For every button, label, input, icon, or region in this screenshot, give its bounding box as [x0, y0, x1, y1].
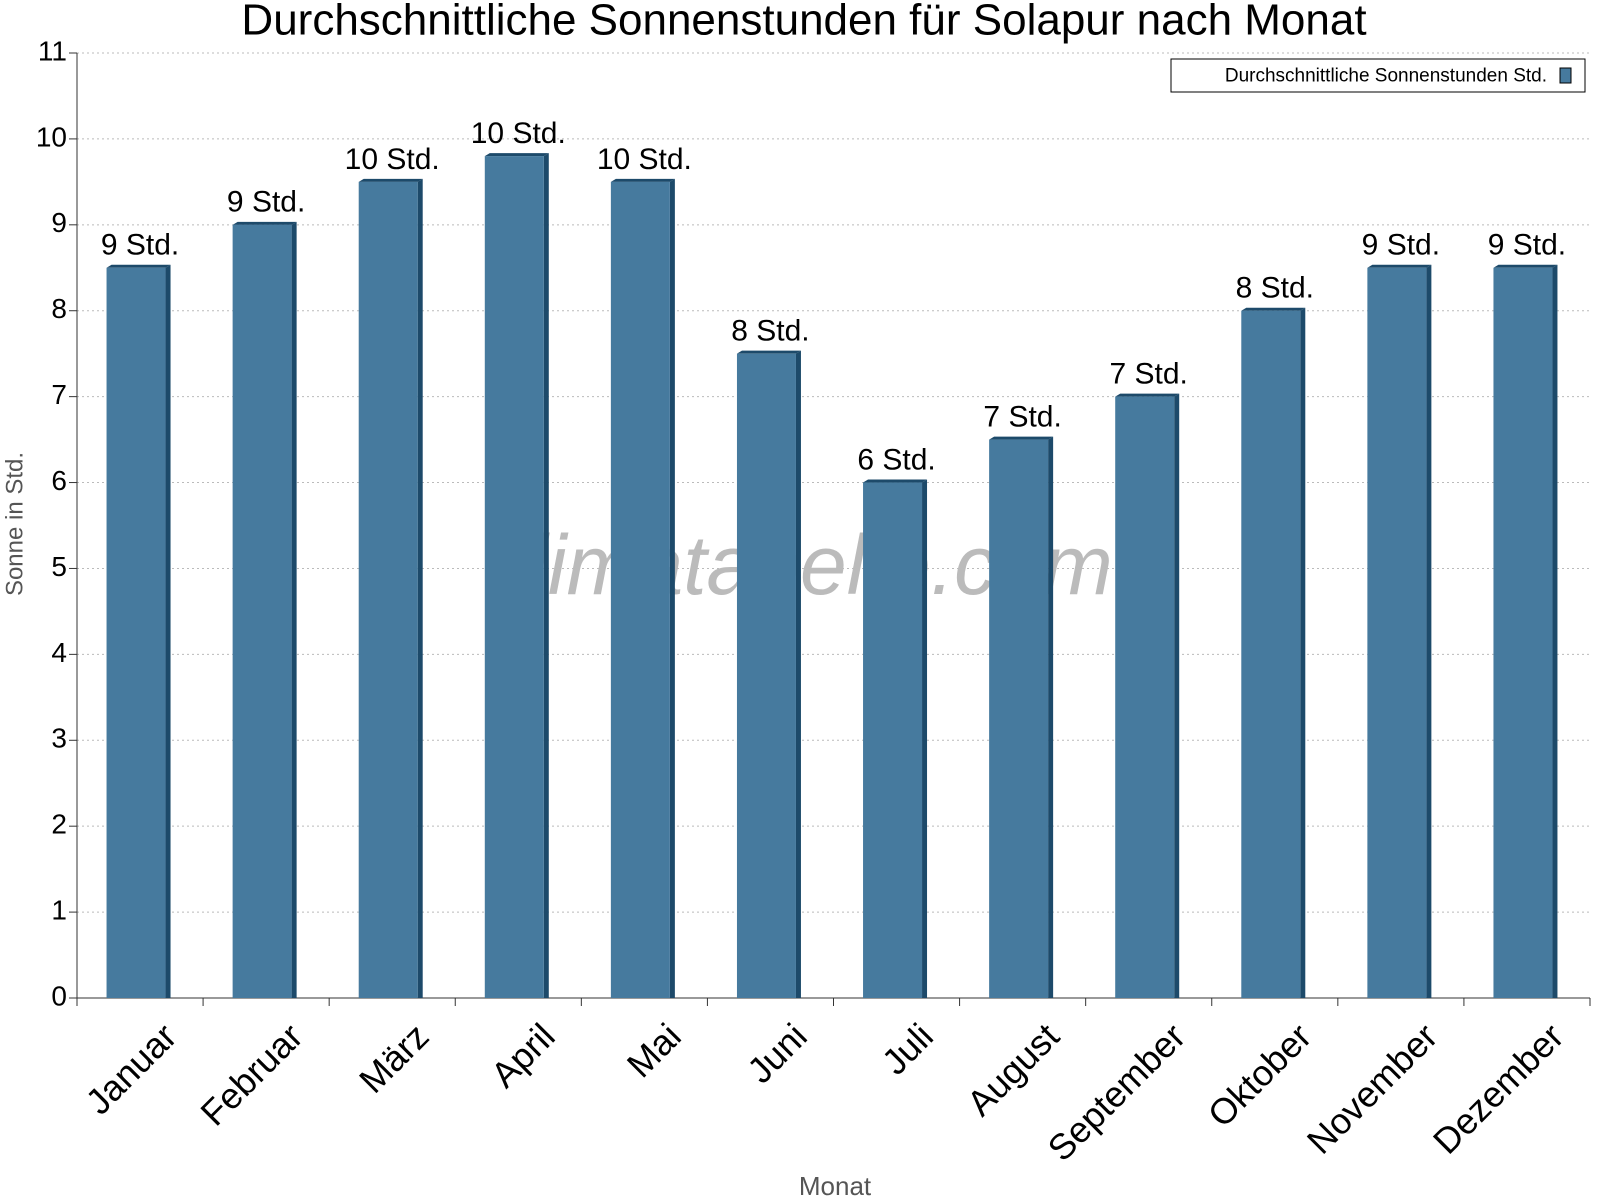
value-label: 7 Std.: [983, 401, 1061, 434]
y-tick-label: 10: [36, 121, 67, 152]
bar: [1115, 396, 1175, 998]
bar-side: [1300, 307, 1306, 998]
value-label: 9 Std.: [227, 186, 305, 219]
bar: [736, 353, 796, 998]
bar-side: [669, 178, 675, 998]
legend-box: [1170, 58, 1586, 93]
y-tick-label: 0: [51, 980, 67, 1011]
y-tick-label: 4: [51, 637, 67, 668]
x-axis-label: Monat: [799, 1171, 872, 1200]
y-tick-label: 1: [51, 894, 67, 925]
bar-top: [1493, 264, 1558, 268]
value-label: 7 Std.: [1110, 358, 1188, 391]
y-tick-label: 5: [51, 551, 67, 582]
legend-label: Durchschnittliche Sonnenstunden Std.: [1225, 66, 1547, 87]
bar: [232, 224, 292, 998]
value-label: 9 Std.: [1488, 229, 1566, 262]
chart-title: Durchschnittliche Sonnenstunden für Sola…: [241, 0, 1366, 45]
value-label: 8 Std.: [1236, 272, 1314, 305]
bar-top: [106, 264, 171, 268]
bar: [484, 156, 544, 998]
y-tick-label: 2: [51, 809, 67, 840]
bar: [106, 267, 166, 999]
bar-top: [863, 479, 928, 483]
bar-side: [543, 153, 549, 998]
y-tick-label: 3: [51, 723, 67, 754]
bar-side: [165, 264, 171, 999]
bar-side: [1552, 264, 1558, 999]
bar-top: [1241, 307, 1306, 311]
bar-side: [922, 479, 928, 999]
value-label: 9 Std.: [101, 229, 179, 262]
bar-top: [989, 436, 1054, 440]
y-tick-label: 11: [38, 35, 67, 66]
bar-side: [291, 221, 297, 998]
value-label: 6 Std.: [857, 443, 935, 476]
y-tick-label: 8: [51, 293, 67, 324]
bar-side: [1174, 393, 1180, 998]
bar: [1241, 310, 1301, 998]
bar-side: [1426, 264, 1432, 999]
bar-side: [417, 178, 423, 998]
value-label: 9 Std.: [1362, 229, 1440, 262]
y-tick-label: 7: [51, 379, 67, 410]
bar-top: [232, 221, 297, 225]
value-label: 10 Std.: [597, 143, 692, 176]
bar: [1493, 267, 1553, 999]
bar-side: [1048, 436, 1054, 998]
bar: [358, 181, 418, 998]
bar-top: [610, 178, 675, 182]
bar-side: [795, 350, 801, 998]
value-label: 10 Std.: [345, 143, 440, 176]
bar-top: [484, 153, 549, 157]
y-axis-label: Sonne in Std.: [1, 452, 28, 596]
value-label: 8 Std.: [731, 315, 809, 348]
bar: [1367, 267, 1427, 999]
bar: [863, 482, 923, 999]
value-label: 10 Std.: [471, 117, 566, 150]
bar-top: [358, 178, 423, 182]
y-tick-label: 6: [51, 465, 67, 496]
bar-top: [736, 350, 801, 354]
bar-top: [1367, 264, 1432, 268]
bar-top: [1115, 393, 1180, 397]
y-tick-label: 9: [51, 207, 67, 238]
legend-swatch: [1559, 67, 1572, 84]
bar: [610, 181, 670, 998]
bar: [989, 439, 1049, 998]
